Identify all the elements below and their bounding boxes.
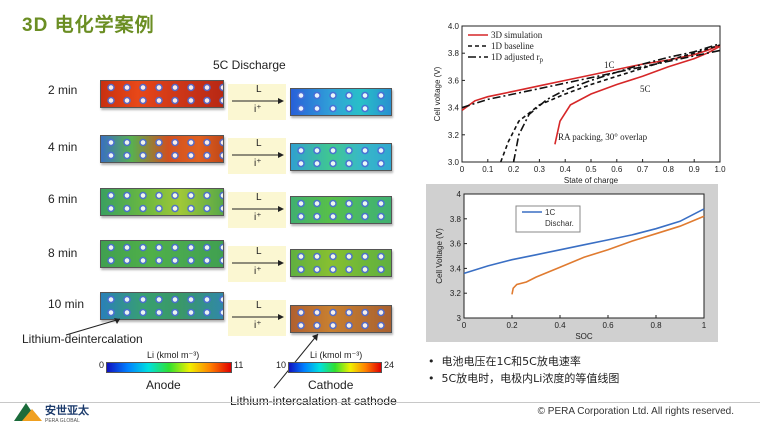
anode-contour-2min <box>100 80 224 108</box>
y-tick-label: 3.2 <box>450 289 462 298</box>
anode-scale-unit: Li (kmol m⁻³) <box>147 350 200 360</box>
time-label-10min: 10 min <box>48 297 85 311</box>
series-line-2 <box>499 44 721 163</box>
cathode-scale-max: 24 <box>384 360 395 370</box>
voltage-chart-box: 0 0.2 0.4 0.6 0.8 1 3 3.2 3.4 3.6 3.8 4 SOC Cell Volt… <box>426 184 718 342</box>
y-tick-label: 4.0 <box>448 22 460 31</box>
cathode-contour-10min <box>290 305 392 333</box>
series-line-0 <box>463 208 705 275</box>
cathode-scale-unit: Li (kmol m⁻³) <box>310 350 363 360</box>
x-tick-label: 0 <box>462 321 467 330</box>
anode-contour-4min <box>100 135 224 163</box>
anode-contour-10min <box>100 292 224 320</box>
time-label-6min: 6 min <box>48 192 78 206</box>
chart-annotation: RA packing, 30° overlap <box>558 132 648 142</box>
y-tick-label: 3.0 <box>448 158 460 167</box>
footer-divider <box>0 402 760 403</box>
svg-text:PERA GLOBAL: PERA GLOBAL <box>45 418 80 424</box>
x-tick-label: 0.1 <box>482 165 494 174</box>
cathode-contour-2min <box>290 88 392 116</box>
bullet-2: • 5C放电时，电极内Li浓度的等值线图 <box>428 372 620 385</box>
copyright-text: © PERA Corporation Ltd. All rights reser… <box>537 406 734 417</box>
y-tick-label: 4 <box>457 190 462 199</box>
y-tick-label: 3.8 <box>448 49 460 58</box>
bullet-1: • 电池电压在1C和5C放电速率 <box>428 355 581 368</box>
x-tick-label: 0 <box>460 165 465 174</box>
anode-label: Anode <box>146 378 181 392</box>
x-tick-label: 0.2 <box>506 321 518 330</box>
legend-entry: 3D simulation <box>491 30 543 40</box>
series-line-0 <box>461 44 721 111</box>
legend-entry: 1D adjusted rp <box>491 52 544 64</box>
y-axis-label: Cell voltage (V) <box>433 66 442 121</box>
legend-box <box>515 205 581 233</box>
slide-title: 3D 电化学案例 <box>22 15 155 36</box>
cathode-contour-4min <box>290 143 392 171</box>
time-label-8min: 8 min <box>48 246 78 260</box>
cathode-contour-6min <box>290 196 392 224</box>
chart-annotation: 1C <box>604 60 615 70</box>
x-tick-label: 0.3 <box>534 165 546 174</box>
y-axis-label: Cell Voltage (V) <box>435 228 444 284</box>
series-line-3 <box>512 42 721 163</box>
series-line-1 <box>554 45 721 145</box>
y-tick-label: 3.8 <box>450 215 462 224</box>
x-tick-label: 0.6 <box>602 321 614 330</box>
x-tick-label: 1 <box>702 321 707 330</box>
cathode-contour-8min <box>290 249 392 277</box>
x-axis-label: SOC <box>575 332 593 341</box>
y-tick-label: 3.4 <box>450 264 462 273</box>
cathode-scale-min: 10 <box>276 360 287 370</box>
chart-annotation: 5C <box>640 84 651 94</box>
deintercalation-pointer <box>65 318 121 336</box>
x-tick-label: 0.2 <box>508 165 520 174</box>
x-tick-label: 0.4 <box>554 321 566 330</box>
x-tick-label: 0.8 <box>650 321 662 330</box>
voltage-chart-3d-vs-1d: 0 0.1 0.2 0.3 0.4 0.5 0.6 0.7 0.8 0.9 1.0 3.0 3.2 3.4… <box>433 22 726 185</box>
svg-text:安世亚太: 安世亚太 <box>45 403 90 417</box>
cathode-color-scale <box>288 362 382 373</box>
voltage-chart-soc: 0 0.2 0.4 0.6 0.8 1 3 3.2 3.4 3.6 3.8 4 SOC Cell Volt… <box>435 190 707 341</box>
anode-scale-max: 11 <box>234 360 244 370</box>
anode-color-scale <box>106 362 232 373</box>
x-tick-label: 0.6 <box>611 165 623 174</box>
x-tick-label: 1.0 <box>714 165 726 174</box>
deintercalation-annotation: Lithium-deintercalation <box>22 332 143 346</box>
anode-scale-min: 0 <box>99 360 105 370</box>
legend-entry: 1D baseline <box>491 41 534 51</box>
cathode-label: Cathode <box>308 378 354 392</box>
y-tick-label: 3.6 <box>450 240 462 249</box>
anode-contour-6min <box>100 188 224 216</box>
series-line-4 <box>461 49 721 109</box>
x-tick-label: 0.9 <box>689 165 701 174</box>
x-axis-label: State of charge <box>564 176 619 185</box>
x-tick-label: 0.7 <box>637 165 649 174</box>
plot-area <box>463 193 705 319</box>
time-label-2min: 2 min <box>48 83 78 97</box>
simulation-title: 5C Discharge <box>213 58 286 72</box>
x-tick-label: 0.8 <box>663 165 675 174</box>
y-tick-label: 3.6 <box>448 76 460 85</box>
pera-logo: 安世亚太 PERA GLOBAL <box>14 403 90 424</box>
legend-entry: 1C <box>545 208 555 217</box>
intercalation-annotation: Lithium-intercalation at cathode <box>230 394 397 408</box>
y-tick-label: 3.2 <box>448 131 460 140</box>
x-tick-label: 0.4 <box>560 165 572 174</box>
series-line-1 <box>511 215 705 295</box>
x-tick-label: 0.5 <box>585 165 597 174</box>
time-label-4min: 4 min <box>48 140 78 154</box>
anode-contour-8min <box>100 240 224 268</box>
y-tick-label: 3.4 <box>448 104 460 113</box>
intercalation-pointer <box>273 333 319 389</box>
legend-entry: Dischar. <box>545 219 574 228</box>
y-tick-label: 3 <box>457 314 462 323</box>
